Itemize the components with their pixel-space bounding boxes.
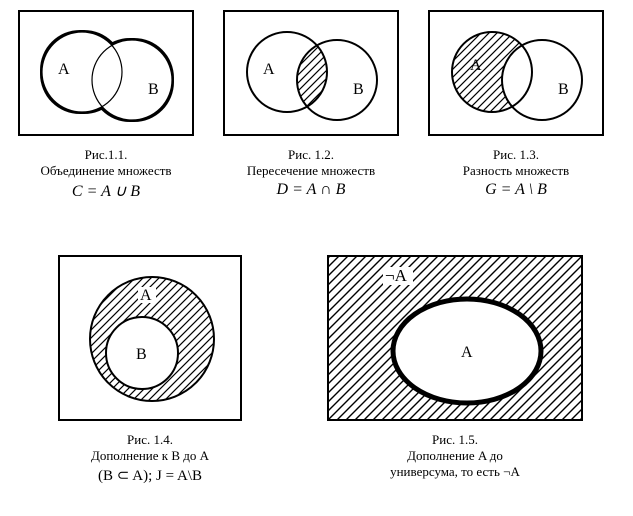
label-B: B: [353, 81, 364, 98]
caption-number: Рис. 1.2.: [220, 147, 402, 163]
venn-frame: A B: [18, 10, 194, 136]
venn-difference: A B: [430, 12, 602, 134]
venn-frame: A B: [58, 255, 242, 421]
label-neg-A: ¬A: [385, 266, 408, 285]
figure-1-5: ¬A A Рис. 1.5. Дополнение A до универсум…: [320, 255, 590, 481]
venn-frame: A B: [223, 10, 399, 136]
formula: G = A \ B: [425, 181, 607, 199]
caption-text: Объединение множеств: [15, 163, 197, 179]
caption-number: Рис. 1.5.: [320, 432, 590, 448]
figure-1-2: A B Рис. 1.2. Пересечение множеств D = A…: [220, 10, 402, 199]
complement-universe: ¬A A: [329, 257, 581, 419]
caption-text: Дополнение к B до A: [50, 448, 250, 464]
label-B: B: [136, 346, 147, 363]
formula: (B ⊂ A); J = A\B: [50, 466, 250, 485]
caption-text: Разность множеств: [425, 163, 607, 179]
figure-1-4: A B Рис. 1.4. Дополнение к B до A (B ⊂ A…: [50, 255, 250, 485]
label-A: A: [263, 61, 275, 78]
figure-1-3: A B Рис. 1.3. Разность множеств G = A \ …: [425, 10, 607, 199]
venn-frame: A B: [428, 10, 604, 136]
label-A: A: [58, 61, 70, 78]
venn-union: A B: [20, 12, 192, 134]
label-A: A: [470, 57, 482, 74]
venn-annulus: A B: [60, 257, 240, 419]
label-A: A: [461, 344, 473, 361]
caption-text-line1: Дополнение A до: [320, 448, 590, 464]
label-B: B: [558, 81, 569, 98]
venn-frame: ¬A A: [327, 255, 583, 421]
caption-text-line2: универсума, то есть ¬A: [320, 464, 590, 480]
formula: C = A ∪ B: [15, 181, 197, 201]
figure-1-1: A B Рис.1.1. Объединение множеств C = A …: [15, 10, 197, 201]
caption-number: Рис. 1.4.: [50, 432, 250, 448]
caption-text: Пересечение множеств: [220, 163, 402, 179]
formula: D = A ∩ B: [220, 181, 402, 199]
venn-intersection: A B: [225, 12, 397, 134]
label-A: A: [140, 287, 152, 304]
caption-number: Рис.1.1.: [15, 147, 197, 163]
caption-number: Рис. 1.3.: [425, 147, 607, 163]
label-B: B: [148, 81, 159, 98]
